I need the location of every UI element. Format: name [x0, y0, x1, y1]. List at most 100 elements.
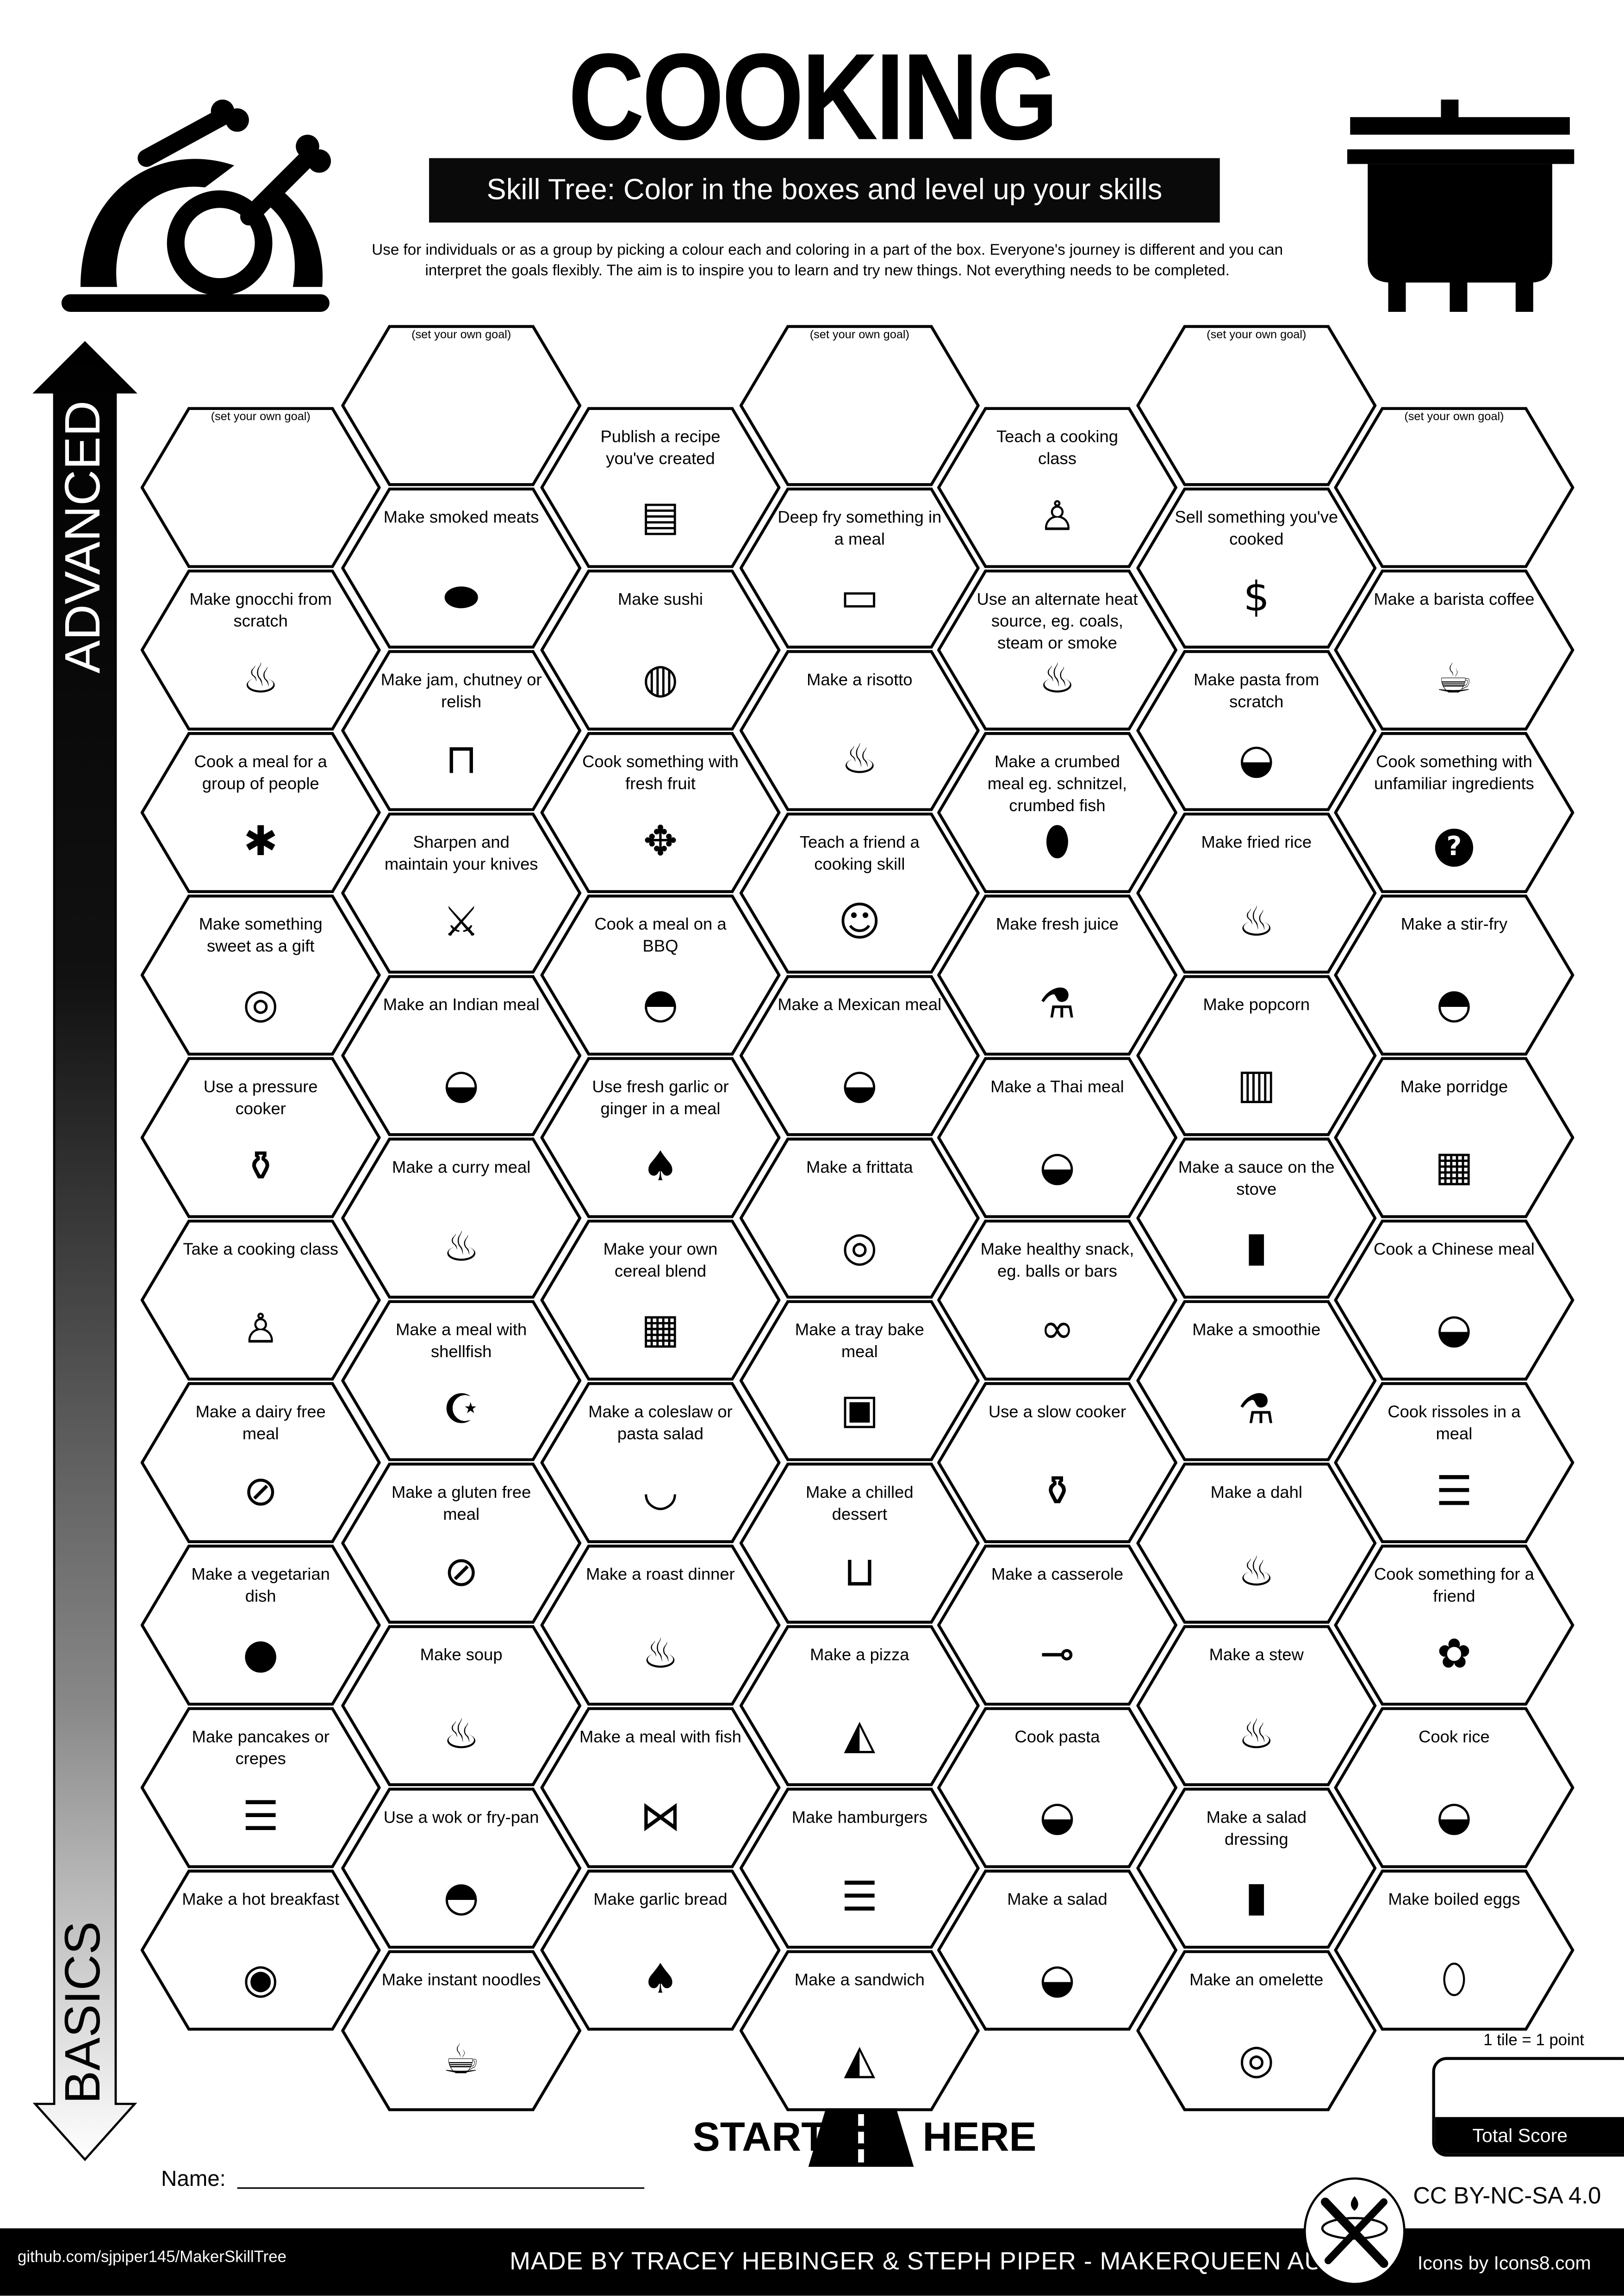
skill-tile[interactable]: Make a dairy free meal ⊘: [140, 1382, 381, 1543]
skill-tile[interactable]: Make a frittata ◎: [739, 1137, 980, 1299]
skill-tile[interactable]: Sharpen and maintain your knives ⚔: [341, 813, 582, 974]
skill-tile[interactable]: Make jam, chutney or relish ⊓: [341, 650, 582, 811]
skill-tile[interactable]: Use an alternate heat source, eg. coals,…: [937, 569, 1177, 731]
hexagon-outline: [540, 894, 781, 1056]
skill-tile[interactable]: Cook something for a friend ✿: [1334, 1545, 1574, 1706]
skill-tile[interactable]: Teach a cooking class ♙: [937, 407, 1177, 568]
custom-goal-tile[interactable]: (set your own goal): [1334, 407, 1574, 568]
skill-tile[interactable]: Cook something with fresh fruit ✥: [540, 732, 781, 894]
skill-tile[interactable]: Make something sweet as a gift ◎: [140, 894, 381, 1056]
hexagon-outline: [1136, 1462, 1377, 1624]
hexagon-outline: [1334, 1382, 1574, 1543]
skill-tile[interactable]: Deep fry something in a meal ▭: [739, 487, 980, 649]
hexagon-outline: [937, 407, 1177, 568]
hexagon-outline: [739, 1300, 980, 1461]
skill-tile[interactable]: Make an omelette ◎: [1136, 1950, 1377, 2111]
skill-tile[interactable]: Make a risotto ♨: [739, 650, 980, 811]
skill-tile[interactable]: Make a meal with shellfish ☪: [341, 1300, 582, 1461]
goal-placeholder: (set your own goal): [1404, 410, 1504, 423]
skill-tile[interactable]: Make a crumbed meal eg. schnitzel, crumb…: [937, 732, 1177, 894]
skill-tile[interactable]: Make a vegetarian dish ●: [140, 1545, 381, 1706]
skill-tile[interactable]: Cook something with unfamiliar ingredien…: [1334, 732, 1574, 894]
goal-placeholder: (set your own goal): [809, 328, 909, 341]
skill-tile[interactable]: Sell something you've cooked $: [1136, 487, 1377, 649]
burger-icon: ☰: [1436, 1467, 1473, 1515]
pie-icon: ◎: [841, 1222, 877, 1271]
skill-tile[interactable]: Make a salad ◒: [937, 1869, 1177, 2031]
teacher-icon: ♙: [1039, 492, 1076, 540]
hexagon-outline: [1334, 569, 1574, 731]
skill-tile[interactable]: Make pasta from scratch ◒: [1136, 650, 1377, 811]
skill-tile[interactable]: Cook a Chinese meal ◒: [1334, 1219, 1574, 1381]
name-field[interactable]: [237, 2187, 645, 2189]
skill-tile[interactable]: Make smoked meats ⬬: [341, 487, 582, 649]
skill-tile[interactable]: Use a slow cooker ⚱: [937, 1382, 1177, 1543]
custom-goal-tile[interactable]: (set your own goal): [341, 325, 582, 486]
skill-tile[interactable]: Make a smoothie ⚗: [1136, 1300, 1377, 1461]
skill-tile[interactable]: Use a pressure cooker ⚱: [140, 1057, 381, 1218]
hexagon-outline: [540, 569, 781, 731]
skill-tile[interactable]: Make a Thai meal ◒: [937, 1057, 1177, 1218]
skill-tile[interactable]: Make fresh juice ⚗: [937, 894, 1177, 1056]
skill-tile[interactable]: Make a stir-fry ◓: [1334, 894, 1574, 1056]
skill-tile[interactable]: Take a cooking class ♙: [140, 1219, 381, 1381]
skill-tile[interactable]: Cook a meal for a group of people ✱: [140, 732, 381, 894]
skill-tile[interactable]: Cook a meal on a BBQ ◓: [540, 894, 781, 1056]
github-link[interactable]: github.com/sjpiper145/MakerSkillTree: [17, 2249, 286, 2267]
skill-tile[interactable]: Make a Mexican meal ◒: [739, 975, 980, 1136]
skill-tile[interactable]: Make a meal with fish ⋈: [540, 1707, 781, 1868]
skill-tile[interactable]: Make a casserole ⊸: [937, 1545, 1177, 1706]
skill-tile[interactable]: Make a salad dressing ▮: [1136, 1787, 1377, 1949]
steaming-bowl-icon: ♨: [841, 735, 878, 783]
skill-tile[interactable]: Make healthy snack, eg. balls or bars ∞: [937, 1219, 1177, 1381]
skill-tile[interactable]: Make sushi ◍: [540, 569, 781, 731]
skill-tile[interactable]: Make a sandwich ◭: [739, 1950, 980, 2111]
skill-tile[interactable]: Make popcorn ▥: [1136, 975, 1377, 1136]
skill-tile[interactable]: Teach a friend a cooking skill ☺: [739, 813, 980, 974]
credits: MADE BY TRACEY HEBINGER & STEPH PIPER - …: [510, 2247, 1323, 2276]
skill-tile[interactable]: Cook pasta ◒: [937, 1707, 1177, 1868]
skill-tile[interactable]: Make instant noodles ☕: [341, 1950, 582, 2111]
skill-tile[interactable]: Make a roast dinner ♨: [540, 1545, 781, 1706]
skill-tile[interactable]: Make soup ♨: [341, 1625, 582, 1787]
custom-goal-tile[interactable]: (set your own goal): [140, 407, 381, 568]
skill-tile[interactable]: Make your own cereal blend ▦: [540, 1219, 781, 1381]
skill-tile[interactable]: Make a gluten free meal ⊘: [341, 1462, 582, 1624]
maker-tools-logo: [1303, 2177, 1406, 2285]
skill-tile[interactable]: Make a dahl ♨: [1136, 1462, 1377, 1624]
skill-tile[interactable]: Make gnocchi from scratch ♨: [140, 569, 381, 731]
skill-tile[interactable]: Cook rice ◒: [1334, 1707, 1574, 1868]
custom-goal-tile[interactable]: (set your own goal): [1136, 325, 1377, 486]
tile-label: Make an omelette: [1189, 1972, 1324, 1990]
hexagon-outline: [937, 1869, 1177, 2031]
skill-tile[interactable]: Make a chilled dessert ⊔: [739, 1462, 980, 1624]
skill-tile[interactable]: Make a hot breakfast ◉: [140, 1869, 381, 2031]
skill-tile[interactable]: Make a curry meal ♨: [341, 1137, 582, 1299]
description-line: Use for individuals or as a group by pic…: [372, 242, 1283, 260]
skill-tile[interactable]: Make boiled eggs ⬯: [1334, 1869, 1574, 2031]
skill-tile[interactable]: Make an Indian meal ◒: [341, 975, 582, 1136]
custom-goal-tile[interactable]: (set your own goal): [739, 325, 980, 486]
total-score-box[interactable]: Total Score: [1432, 2057, 1624, 2157]
tile-label: Make a dahl: [1210, 1484, 1302, 1502]
tile-label: Use fresh garlic or ginger in a meal: [592, 1079, 729, 1119]
skill-tile[interactable]: Use a wok or fry-pan ◓: [341, 1787, 582, 1949]
skill-tile[interactable]: Make pancakes or crepes ☰: [140, 1707, 381, 1868]
skill-tile[interactable]: Cook rissoles in a meal ☰: [1334, 1382, 1574, 1543]
skill-tile[interactable]: Make garlic bread ♠: [540, 1869, 781, 2031]
skill-tile[interactable]: Make hamburgers ☰: [739, 1787, 980, 1949]
tile-label: Make a Mexican meal: [778, 997, 942, 1015]
skill-tile[interactable]: Make porridge ▦: [1334, 1057, 1574, 1218]
skill-tile[interactable]: Make a tray bake meal ▣: [739, 1300, 980, 1461]
hexagon-outline: [1334, 1707, 1574, 1868]
skill-tile[interactable]: Publish a recipe you've created ▤: [540, 407, 781, 568]
skill-tile[interactable]: Make fried rice ♨: [1136, 813, 1377, 974]
hexagon-outline: [937, 1707, 1177, 1868]
skill-tile[interactable]: Make a barista coffee ☕: [1334, 569, 1574, 731]
skill-tile[interactable]: Make a stew ♨: [1136, 1625, 1377, 1787]
skill-tile[interactable]: Use fresh garlic or ginger in a meal ♠: [540, 1057, 781, 1218]
tile-label: Make a chilled dessert: [805, 1484, 914, 1524]
skill-tile[interactable]: Make a pizza ◭: [739, 1625, 980, 1787]
skill-tile[interactable]: Make a sauce on the stove ▮: [1136, 1137, 1377, 1299]
skill-tile[interactable]: Make a coleslaw or pasta salad ◡: [540, 1382, 781, 1543]
